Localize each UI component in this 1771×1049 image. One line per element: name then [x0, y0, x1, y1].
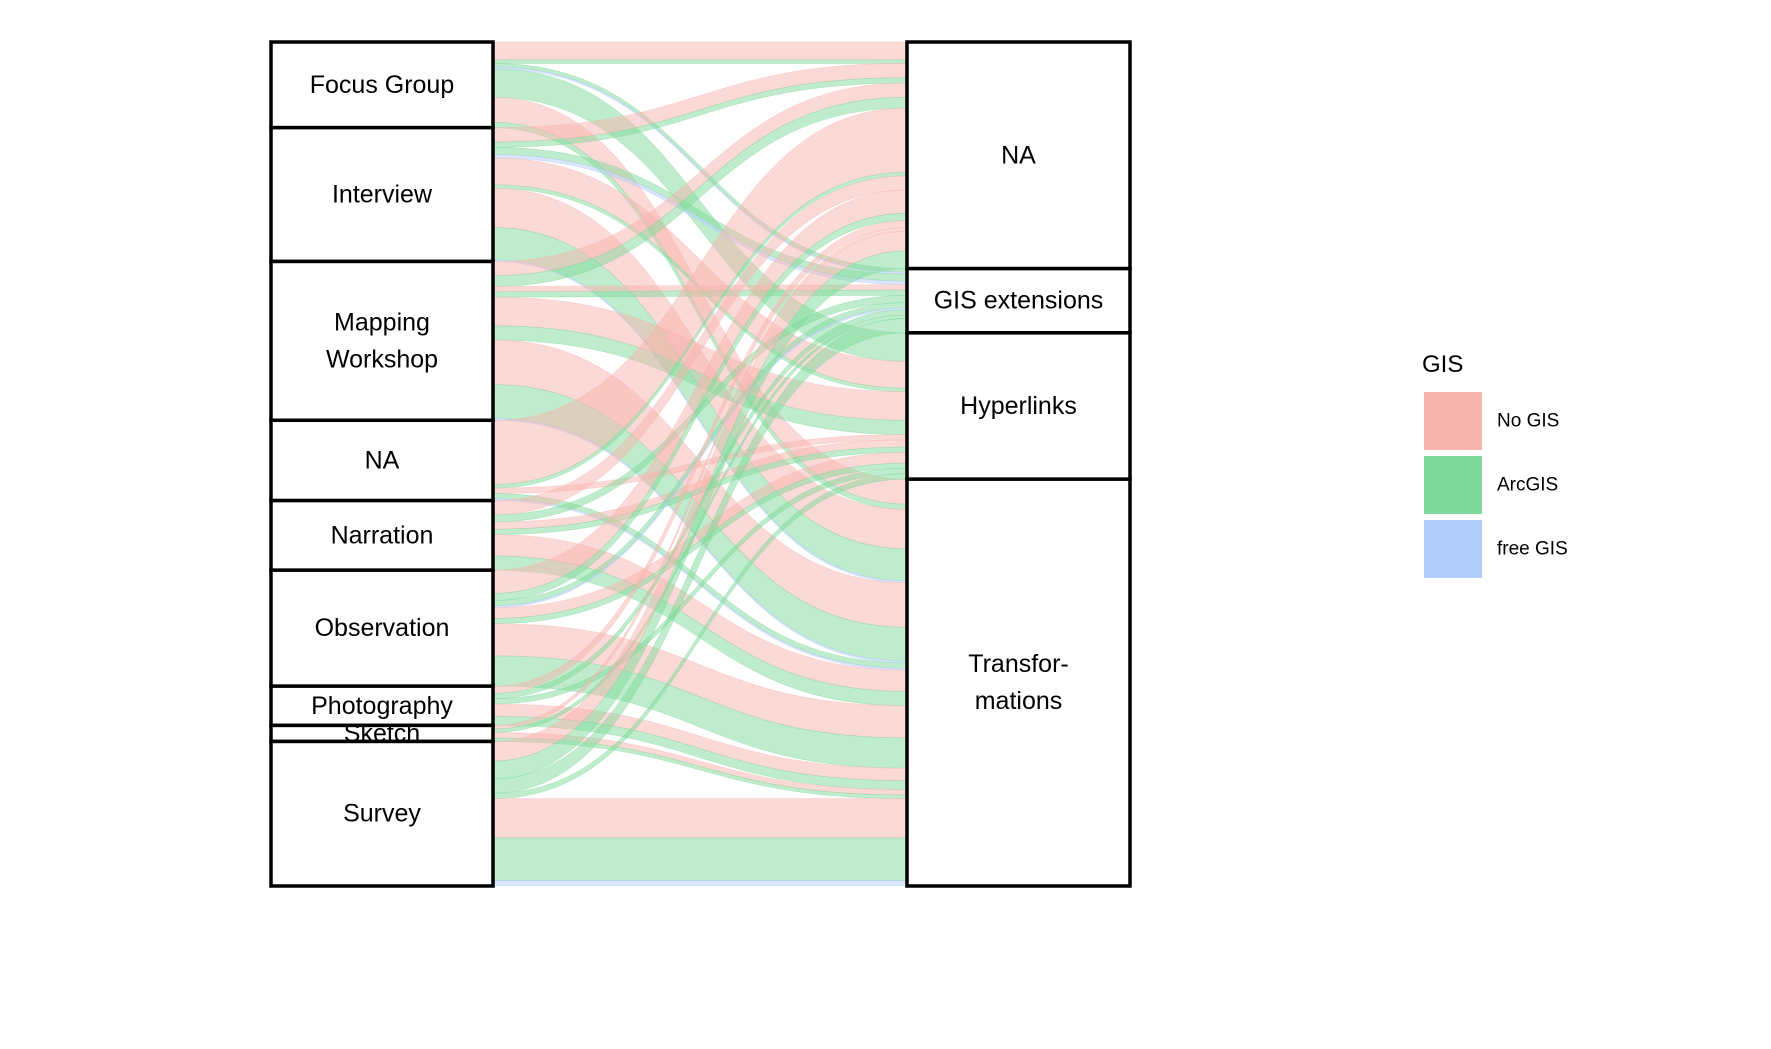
right-stratum-label: Hyperlinks — [960, 392, 1077, 420]
flows-layer — [492, 41, 908, 887]
flow-arcgis — [492, 837, 908, 881]
legend-title: GIS — [1422, 351, 1463, 378]
right-stratum-label: Transfor- — [968, 650, 1068, 678]
legend-swatch — [1424, 520, 1482, 578]
left-stratum-box — [269, 498, 495, 572]
left-stratum-box — [269, 568, 495, 688]
legend-swatch — [1424, 456, 1482, 514]
legend-label: ArcGIS — [1497, 475, 1558, 496]
legend-label: No GIS — [1497, 411, 1559, 432]
legend-swatch — [1424, 392, 1482, 450]
left-stratum-label: Mapping — [334, 308, 430, 336]
legend: GIS No GIS ArcGIS free GIS — [1422, 351, 1568, 578]
flow-free-gis — [492, 880, 908, 887]
right-stratum-label: GIS extensions — [934, 287, 1104, 315]
left-stratum-label: Photography — [311, 692, 453, 720]
left-stratum-box — [269, 684, 495, 728]
right-stratum-box — [905, 40, 1132, 271]
right-stratum-box — [905, 477, 1132, 888]
strata-layer: Focus Group Interview Mapping Workshop NA Nar… — [269, 40, 1132, 888]
right-stratum-box — [905, 331, 1132, 481]
left-stratum-box — [269, 739, 495, 888]
left-stratum-label: Observation — [315, 614, 450, 642]
left-stratum-label: Narration — [331, 521, 434, 549]
flow-no-gis — [492, 41, 908, 61]
right-stratum-box — [905, 266, 1132, 335]
right-stratum-label: NA — [1001, 141, 1036, 169]
legend-label: free GIS — [1497, 539, 1568, 560]
flow-no-gis — [492, 798, 908, 839]
flow-arcgis — [492, 59, 908, 64]
left-stratum-label: Workshop — [326, 345, 438, 373]
right-stratum-label: mations — [975, 687, 1063, 715]
left-stratum-box — [269, 125, 495, 264]
left-stratum-box — [269, 418, 495, 503]
left-stratum-label: Focus Group — [310, 71, 455, 99]
left-stratum-box — [269, 259, 495, 423]
left-stratum-label: NA — [365, 446, 400, 474]
left-stratum-label: Survey — [343, 800, 421, 828]
left-stratum-label: Interview — [332, 181, 433, 209]
